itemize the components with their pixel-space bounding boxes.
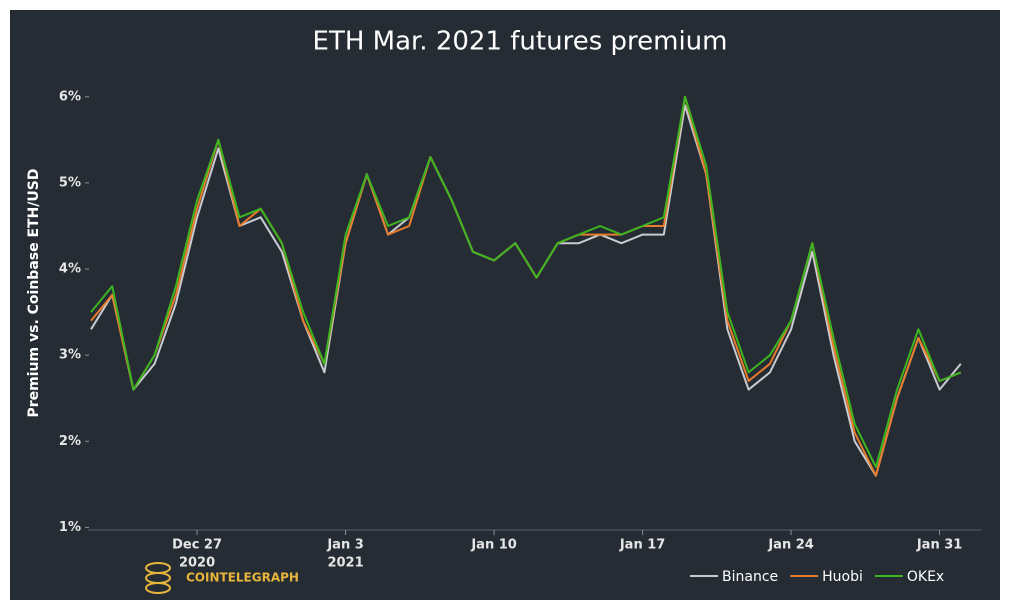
y-tick-label: 1% xyxy=(59,520,81,535)
y-tick-label: 2% xyxy=(59,434,81,449)
x-tick-label: Jan 10 xyxy=(470,538,516,553)
logo: COINTELEGRAPH xyxy=(145,562,299,594)
x-tick-sublabel: 2021 xyxy=(327,556,363,571)
watermark: COINTELEGRAPH xyxy=(186,571,299,585)
y-tick-label: 5% xyxy=(59,175,81,190)
chart-background xyxy=(10,10,1000,600)
x-tick-label: Jan 24 xyxy=(767,538,813,553)
chart-title: ETH Mar. 2021 futures premium xyxy=(313,27,728,57)
x-tick-label: Jan 3 xyxy=(326,538,363,553)
legend-label: Huobi xyxy=(822,569,863,585)
x-tick-label: Jan 17 xyxy=(619,538,665,553)
series-line xyxy=(90,95,962,469)
legend-label: OKEx xyxy=(907,569,944,585)
y-tick-label: 6% xyxy=(59,89,81,104)
y-tick-label: 3% xyxy=(59,348,81,363)
x-tick-sublabel: 2020 xyxy=(179,556,215,571)
y-axis-label: Premium vs. Coinbase ETH/USD xyxy=(26,169,42,418)
legend-label: Binance xyxy=(722,569,778,585)
y-tick-label: 4% xyxy=(59,262,81,277)
x-tick-label: Dec 27 xyxy=(172,538,222,553)
x-tick-label: Jan 31 xyxy=(916,538,962,553)
